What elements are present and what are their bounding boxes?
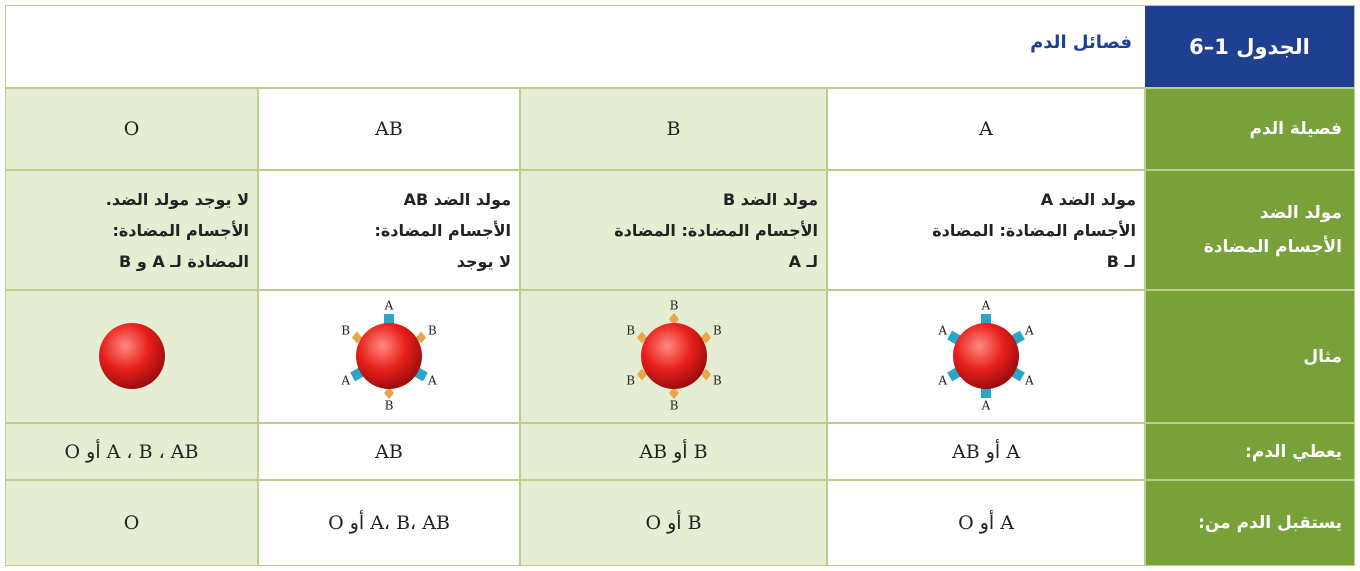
row-label: مولد الضد الأجسام المضادة xyxy=(1145,170,1355,290)
label-line: الأجسام المضادة xyxy=(1203,237,1342,257)
table-cell: O xyxy=(5,480,258,566)
antigen-label: B xyxy=(712,374,721,388)
table-cell: A ، B ، AB أو O xyxy=(5,423,258,480)
antigen-label: A xyxy=(1024,374,1034,388)
cell-line: مولد الضد AB xyxy=(403,189,511,209)
cell-line: لـ A xyxy=(788,251,818,271)
row-label: مثال xyxy=(1145,290,1355,423)
row-label: يعطي الدم: xyxy=(1145,423,1355,480)
cell-line: AB xyxy=(375,440,403,463)
cell-line: الأجسام المضادة: xyxy=(374,220,511,240)
antigen-b xyxy=(636,368,647,381)
antigen-label: A xyxy=(937,374,947,388)
red-cell xyxy=(98,323,165,389)
antigen-label: B xyxy=(669,399,678,413)
antigen-b xyxy=(668,387,679,399)
cell-line: المضادة لـ A و B xyxy=(119,251,249,271)
label-line: يستقبل الدم من: xyxy=(1198,513,1342,533)
antigen-label: A xyxy=(1024,324,1034,338)
cell-line: A، B، AB أو O xyxy=(328,512,450,534)
cell-line: A أو O xyxy=(958,512,1014,534)
red-cell xyxy=(356,323,422,389)
antigen-b xyxy=(700,331,711,344)
antigen-label: A xyxy=(981,299,991,313)
table-number: الجدول 1–6 xyxy=(1145,6,1354,87)
table-cell: AB xyxy=(258,88,520,170)
table-cell: مولد الضد A الأجسام المضادة: المضادة لـ B xyxy=(827,170,1145,290)
label-line: مولد الضد xyxy=(1259,203,1342,223)
table-cell: A، B، AB أو O xyxy=(258,480,520,566)
cell-line: الأجسام المضادة: xyxy=(112,220,249,240)
table-cell: AB xyxy=(258,423,520,480)
table-cell: B xyxy=(520,88,827,170)
blood-cell xyxy=(98,323,165,389)
row-label: يستقبل الدم من: xyxy=(1145,480,1355,566)
antigen-a xyxy=(384,314,394,324)
table-cell: A أو AB xyxy=(827,423,1145,480)
antigen-label: B xyxy=(341,324,350,338)
cell-line: A ، B ، AB أو O xyxy=(64,440,199,463)
antigen-b xyxy=(384,387,394,399)
antigen-label: A xyxy=(427,374,437,388)
cell-line: B أو O xyxy=(645,512,702,534)
table-cell: B B B B B B xyxy=(520,290,827,423)
blood-cell: A B A B A B xyxy=(340,299,437,413)
antigen-label: A xyxy=(384,299,394,313)
table-cell: مولد الضد B الأجسام المضادة: المضادة لـ A xyxy=(520,170,827,290)
cell-line: A xyxy=(979,118,993,140)
table-cell: B أو AB xyxy=(520,423,827,480)
antigen-label: B xyxy=(428,324,437,338)
cell-line: لا يوجد xyxy=(456,251,511,271)
table-cell: لا يوجد مولد الضد. الأجسام المضادة: المضاد… xyxy=(5,170,258,290)
cell-line: لـ B xyxy=(1106,251,1136,271)
table-cell xyxy=(5,290,258,423)
antigen-label: A xyxy=(937,324,947,338)
cell-line: الأجسام المضادة: المضادة xyxy=(614,220,818,240)
antigen-a xyxy=(981,388,991,398)
cell-line: الأجسام المضادة: المضادة xyxy=(932,220,1136,240)
cell-line: AB xyxy=(375,118,403,140)
row-label: فصيلة الدم xyxy=(1145,88,1355,170)
antigen-label: B xyxy=(712,324,721,338)
header-row xyxy=(5,5,1355,88)
table-cell: B أو O xyxy=(520,480,827,566)
antigen-b xyxy=(700,368,711,381)
cell-line: لا يوجد مولد الضد. xyxy=(105,189,249,209)
table-title: فصائل الدم xyxy=(1030,32,1132,53)
table-cell: مولد الضد AB الأجسام المضادة: لا يوجد xyxy=(258,170,520,290)
cell-line: مولد الضد B xyxy=(722,189,818,209)
antigen-label: A xyxy=(981,399,991,413)
table-cell: O xyxy=(5,88,258,170)
antigen-label: B xyxy=(385,399,394,413)
antigen-label: B xyxy=(669,299,678,313)
red-cell xyxy=(953,323,1019,389)
label-line: مثال xyxy=(1303,346,1342,367)
antigen-b xyxy=(351,331,362,344)
red-cell xyxy=(640,323,707,389)
label-line: يعطي الدم: xyxy=(1245,441,1342,462)
cell-line: B أو AB xyxy=(639,440,708,463)
table-cell: A xyxy=(827,88,1145,170)
label-line: فصيلة الدم xyxy=(1249,119,1342,139)
blood-cell: B B B B B B xyxy=(626,299,722,413)
cell-line: B xyxy=(666,118,681,140)
antigen-b xyxy=(416,331,427,344)
cell-line: O xyxy=(123,512,140,534)
table-cell: A أو O xyxy=(827,480,1145,566)
cell-line: O xyxy=(123,118,140,140)
table-cell: A B A B A B xyxy=(258,290,520,423)
blood-cell: A A A A A A xyxy=(937,299,1034,413)
antigen-b xyxy=(636,331,647,344)
cell-line: A أو AB xyxy=(952,440,1020,463)
cell-line: مولد الضد A xyxy=(1040,189,1136,209)
antigen-label: A xyxy=(340,374,350,388)
antigen-a xyxy=(981,314,991,324)
table-cell: A A A A A A xyxy=(827,290,1145,423)
antigen-label: B xyxy=(626,324,635,338)
antigen-b xyxy=(668,313,679,325)
antigen-label: B xyxy=(626,374,635,388)
